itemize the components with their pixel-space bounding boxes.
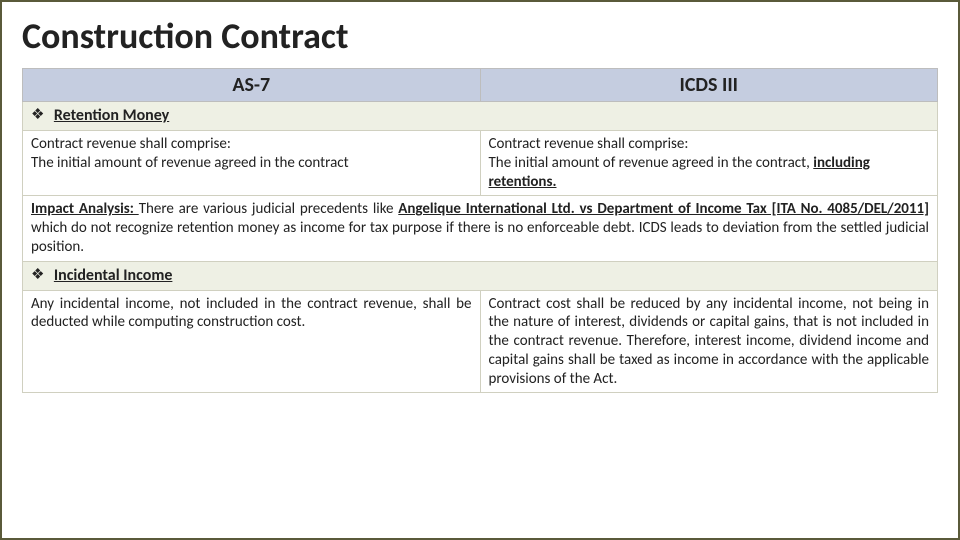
cell-icds-incidental: Contract cost shall be reduced by any in… — [480, 290, 938, 393]
diamond-bullet-icon: ❖ — [31, 106, 44, 124]
col-header-icds: ICDS III — [480, 69, 938, 102]
text-line: Contract revenue shall comprise: — [31, 135, 231, 153]
case-citation: Angelique International Ltd. vs Departme… — [398, 200, 929, 218]
text-line: The initial amount of revenue agreed in … — [489, 154, 814, 172]
table-row: Contract revenue shall comprise: The ini… — [23, 131, 938, 196]
impact-label: Impact Analysis: — [31, 200, 139, 218]
table-row: Any incidental income, not included in t… — [23, 290, 938, 393]
impact-text-before: There are various judicial precedents li… — [139, 200, 399, 218]
slide-frame: Construction Contract AS-7 ICDS III ❖ Re… — [0, 0, 960, 540]
cell-as7-incidental: Any incidental income, not included in t… — [23, 290, 481, 393]
text-line: The initial amount of revenue agreed in … — [31, 154, 349, 172]
table-header-row: AS-7 ICDS III — [23, 69, 938, 102]
cell-as7-retention: Contract revenue shall comprise: The ini… — [23, 131, 481, 196]
text-line: Contract revenue shall comprise: — [489, 135, 689, 153]
impact-row: Impact Analysis: There are various judic… — [23, 196, 938, 261]
section-retention: ❖ Retention Money — [23, 102, 938, 131]
section-label-incidental: Incidental Income — [54, 266, 173, 285]
cell-icds-retention: Contract revenue shall comprise: The ini… — [480, 131, 938, 196]
section-label-retention: Retention Money — [54, 106, 169, 125]
comparison-table: AS-7 ICDS III ❖ Retention Money Contract… — [22, 68, 938, 393]
section-incidental: ❖ Incidental Income — [23, 261, 938, 290]
impact-cell: Impact Analysis: There are various judic… — [23, 196, 938, 261]
col-header-as7: AS-7 — [23, 69, 481, 102]
slide-title: Construction Contract — [22, 14, 938, 58]
impact-text-after: which do not recognize retention money a… — [31, 219, 929, 256]
diamond-bullet-icon: ❖ — [31, 266, 44, 284]
